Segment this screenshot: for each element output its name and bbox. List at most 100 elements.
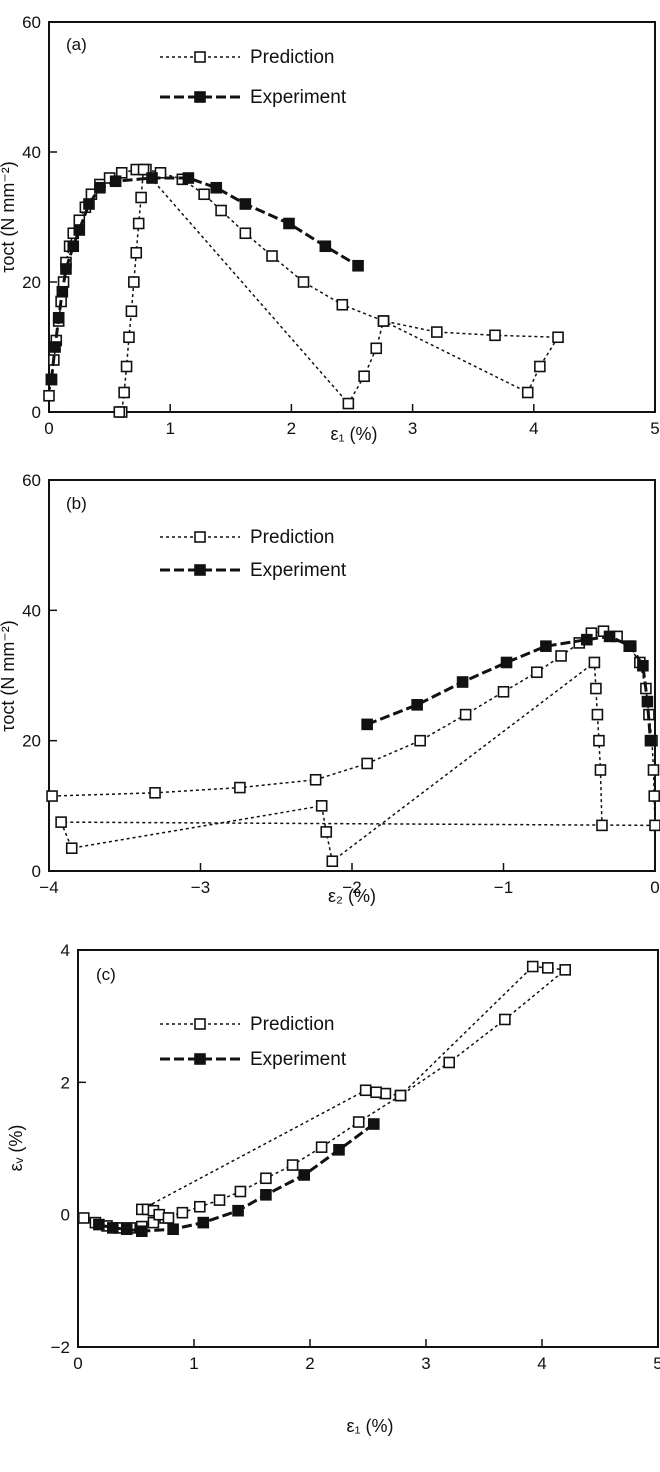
y-tick-label: 0 bbox=[61, 1206, 70, 1225]
data-point-open bbox=[118, 386, 130, 399]
plot-frame bbox=[48, 479, 656, 872]
data-point-filled bbox=[283, 217, 295, 230]
data-point-filled bbox=[540, 640, 552, 652]
data-point-filled bbox=[45, 373, 58, 386]
x-tick-label: 2 bbox=[287, 419, 296, 438]
data-point-open bbox=[361, 757, 373, 770]
y-tick-label: 0 bbox=[32, 862, 41, 881]
data-point-open bbox=[65, 842, 78, 854]
y-axis-label: εᵥ (%) bbox=[6, 1125, 26, 1172]
data-point-open bbox=[594, 764, 607, 776]
data-point-filled bbox=[83, 198, 95, 210]
data-point-open bbox=[120, 360, 133, 373]
data-point-open bbox=[352, 1116, 365, 1128]
y-axis-label: τoct (N mm⁻²) bbox=[0, 620, 18, 732]
data-point-filled bbox=[581, 633, 593, 646]
data-point-open bbox=[113, 406, 126, 418]
data-point-open bbox=[591, 708, 604, 721]
data-point-open bbox=[260, 1172, 272, 1185]
legend-marker bbox=[194, 51, 206, 63]
data-point-open bbox=[286, 1159, 299, 1171]
plot-frame bbox=[48, 21, 656, 413]
data-point-filled bbox=[49, 341, 61, 353]
chart-panel-1: 0 1 2 3 4 5 0 20 40 60 ε₁ (%) τoct (N mm⁻²) (a) Predi… bbox=[0, 13, 660, 444]
x-tick-label: 0 bbox=[73, 1354, 82, 1373]
data-point-open bbox=[239, 227, 252, 240]
panel-label: (c) bbox=[96, 965, 116, 984]
data-point-filled bbox=[182, 172, 195, 184]
data-point-filled bbox=[67, 240, 80, 253]
data-point-open bbox=[541, 962, 554, 974]
legend-label: Experiment bbox=[250, 560, 347, 581]
data-point-filled bbox=[93, 1218, 105, 1231]
data-point-filled bbox=[60, 263, 72, 275]
y-tick-label: 60 bbox=[22, 13, 41, 32]
data-point-open bbox=[497, 685, 510, 698]
data-point-open bbox=[78, 1212, 90, 1224]
series-prediction bbox=[78, 960, 572, 1234]
data-point-open bbox=[648, 790, 660, 802]
data-point-filled bbox=[56, 285, 69, 298]
data-point-open bbox=[198, 188, 210, 201]
data-point-filled bbox=[352, 259, 364, 272]
data-point-open bbox=[43, 389, 55, 402]
data-point-filled bbox=[94, 181, 106, 194]
data-point-filled bbox=[641, 695, 654, 708]
data-point-open bbox=[297, 276, 310, 288]
data-point-open bbox=[132, 217, 145, 230]
y-tick-label: 40 bbox=[22, 601, 41, 620]
chart-panel-2: −4 −3 −2 −1 0 0 20 40 60 ε₂ (%) τoct (N mm⁻²) (b) Pr… bbox=[0, 471, 660, 906]
x-tick-label: −3 bbox=[191, 878, 210, 897]
data-point-filled bbox=[73, 224, 86, 236]
data-point-open bbox=[342, 397, 355, 410]
data-point-filled bbox=[637, 659, 649, 672]
data-point-open bbox=[489, 329, 501, 342]
data-point-filled bbox=[361, 718, 373, 731]
legend-label: Experiment bbox=[250, 1049, 347, 1070]
data-point-filled bbox=[644, 734, 657, 747]
data-point-open bbox=[213, 1194, 226, 1206]
series-prediction bbox=[43, 163, 564, 418]
data-point-filled bbox=[52, 311, 65, 324]
data-point-open bbox=[526, 960, 539, 973]
data-point-open bbox=[326, 855, 339, 868]
legend-entry-prediction: Prediction bbox=[160, 1014, 335, 1035]
data-point-open bbox=[559, 964, 572, 976]
data-point-filled bbox=[146, 172, 158, 184]
data-point-open bbox=[147, 1216, 160, 1229]
y-tick-label: 2 bbox=[61, 1073, 70, 1092]
x-axis-label: ε₁ (%) bbox=[346, 1416, 393, 1436]
series-experiment bbox=[361, 630, 657, 747]
data-point-open bbox=[531, 666, 543, 679]
x-axis-label: ε₁ (%) bbox=[330, 424, 377, 444]
x-tick-label: 0 bbox=[44, 419, 53, 438]
series-experiment bbox=[93, 1118, 380, 1238]
x-tick-label: −4 bbox=[39, 878, 58, 897]
data-point-open bbox=[46, 790, 58, 802]
data-point-open bbox=[521, 386, 534, 399]
panel-label: (b) bbox=[66, 494, 87, 513]
data-point-open bbox=[125, 305, 138, 318]
data-point-filled bbox=[232, 1204, 244, 1217]
data-point-filled bbox=[333, 1144, 345, 1156]
data-point-filled bbox=[167, 1223, 179, 1236]
data-point-open bbox=[128, 276, 140, 288]
y-axis-label: τoct (N mm⁻²) bbox=[0, 161, 18, 273]
data-point-open bbox=[499, 1013, 511, 1026]
x-tick-label: 4 bbox=[529, 419, 538, 438]
legend-marker bbox=[194, 1053, 206, 1065]
legend-entry-prediction: Prediction bbox=[160, 527, 335, 548]
data-point-open bbox=[552, 331, 564, 344]
x-tick-label: 3 bbox=[421, 1354, 430, 1373]
data-point-filled bbox=[603, 630, 616, 643]
x-tick-label: 1 bbox=[189, 1354, 198, 1373]
y-tick-label: 40 bbox=[22, 143, 41, 162]
data-point-open bbox=[358, 370, 370, 383]
legend-entry-experiment: Experiment bbox=[160, 87, 347, 108]
x-tick-label: −2 bbox=[342, 878, 361, 897]
data-point-open bbox=[266, 250, 278, 262]
legend-marker bbox=[194, 531, 206, 543]
data-point-open bbox=[137, 163, 150, 176]
